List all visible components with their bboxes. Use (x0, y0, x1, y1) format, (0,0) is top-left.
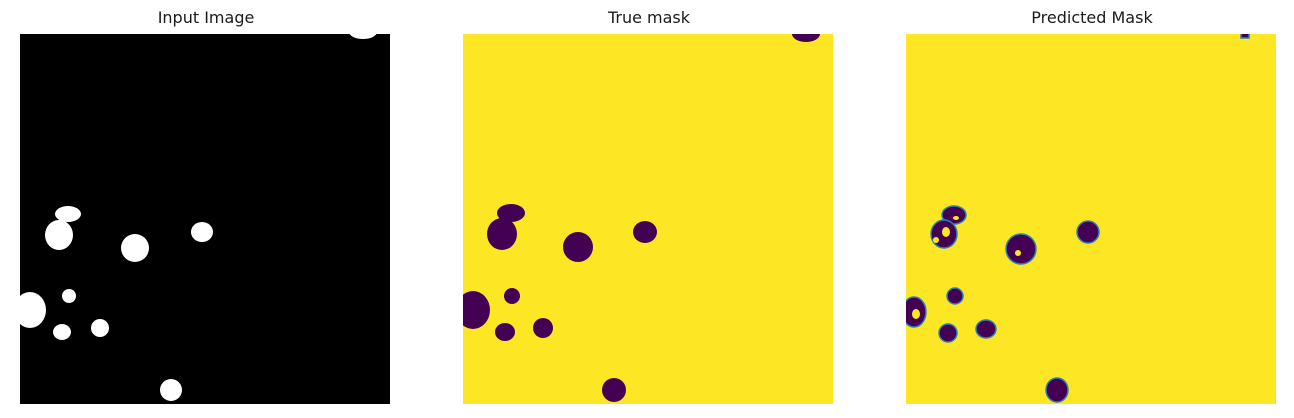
input-image-panel: Input Image (20, 0, 392, 418)
input-image-figure (20, 34, 390, 404)
true-mask-image (463, 34, 833, 404)
predicted-mask-image (906, 34, 1276, 404)
true-mask-panel: True mask (463, 0, 835, 418)
input-image-title: Input Image (157, 8, 255, 27)
predicted-mask-panel: Predicted Mask (906, 0, 1278, 418)
true-mask-figure (463, 34, 833, 404)
predicted-mask-title: Predicted Mask (1031, 8, 1153, 27)
true-mask-title: True mask (607, 8, 691, 27)
predicted-mask-figure (906, 34, 1276, 404)
input-image (20, 34, 390, 404)
